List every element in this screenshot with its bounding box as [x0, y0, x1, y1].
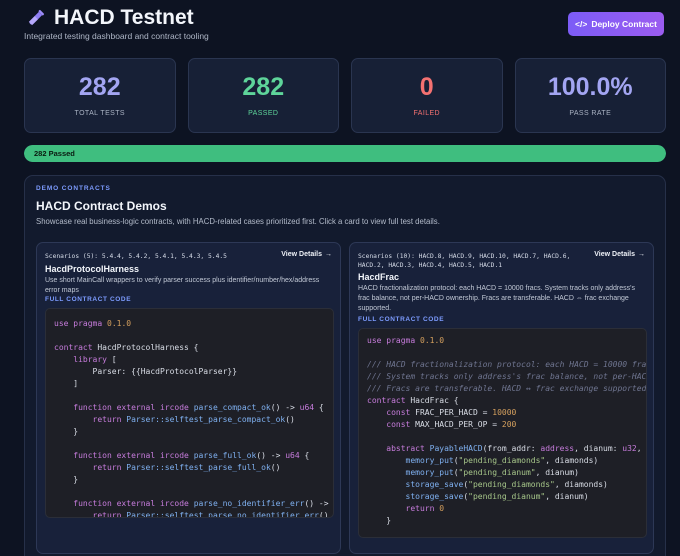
code-line: contract HacdProtocolHarness {: [54, 343, 199, 352]
card-title: HacdProtocolHarness: [45, 264, 140, 274]
code-comment: /// Fracs are transferable. HACD ↔ frac …: [367, 384, 647, 393]
pass-progress-bar: 282 Passed: [24, 145, 666, 162]
card-scenarios: Scenarios (5): 5.4.4, 5.4.2, 5.4.1, 5.4.…: [45, 253, 227, 260]
code-block: use pragma 0.1.0 contract HacdProtocolHa…: [45, 308, 334, 518]
contract-card-hacdprotocolharness[interactable]: Scenarios (5): 5.4.4, 5.4.2, 5.4.1, 5.4.…: [36, 242, 341, 554]
code-comment: /// HACD fractionalization protocol: eac…: [367, 360, 647, 369]
arrow-right-icon: →: [638, 251, 645, 258]
code-line: use pragma 0.1.0: [54, 319, 132, 328]
code-line: library [: [73, 355, 117, 364]
code-block: use pragma 0.1.0 /// HACD fractionalizat…: [358, 328, 647, 538]
deploy-contract-button[interactable]: </> Deploy Contract: [568, 12, 664, 36]
demo-contracts-section: DEMO CONTRACTS HACD Contract Demos Showc…: [24, 175, 666, 556]
code-line: return Parser::selftest_parse_compact_ok…: [92, 415, 295, 424]
code-line: }: [54, 427, 79, 436]
code-line: return Parser::selftest_parse_full_ok(): [92, 463, 281, 472]
page-subtitle: Integrated testing dashboard and contrac…: [24, 31, 209, 41]
code-line: contract HacdFrac {: [367, 396, 459, 405]
code-label: FULL CONTRACT CODE: [45, 296, 132, 303]
view-details-button[interactable]: View Details →: [281, 251, 332, 258]
card-description: HACD fractionalization protocol: each HA…: [358, 285, 635, 313]
stat-label: TOTAL TESTS: [74, 109, 125, 117]
code-line: use pragma 0.1.0: [367, 336, 445, 345]
arrow-right-icon: →: [325, 251, 332, 258]
code-line: function external ircode parse_compact_o…: [73, 403, 324, 412]
stat-value: 0: [419, 72, 434, 101]
code-line: const MAX_HACD_PER_OP = 200: [386, 420, 517, 429]
progress-label: 282 Passed: [34, 149, 75, 158]
stats-row: 282 TOTAL TESTS 282 PASSED 0 FAILED 100.…: [24, 58, 666, 133]
code-label: FULL CONTRACT CODE: [358, 316, 445, 323]
card-title: HacdFrac: [358, 272, 400, 282]
contract-card-hacdfrac[interactable]: Scenarios (10): HACD.8, HACD.9, HACD.10,…: [349, 242, 654, 554]
stat-value: 282: [242, 72, 285, 101]
section-eyebrow: DEMO CONTRACTS: [36, 185, 111, 192]
card-description: Use short MainCall wrappers to verify pa…: [45, 277, 320, 295]
code-line: function external ircode parse_no_identi…: [73, 499, 334, 508]
code-line: Parser: {{HacdProtocolParser}}: [54, 367, 238, 376]
stat-value: 282: [78, 72, 121, 101]
code-line: return Parser::selftest_parse_no_identif…: [92, 511, 329, 518]
stat-pass-rate: 100.0% PASS RATE: [514, 58, 666, 133]
view-details-label: View Details: [594, 251, 635, 258]
stat-passed: 282 PASSED: [187, 58, 339, 133]
stat-failed: 0 FAILED: [351, 58, 503, 133]
code-line: storage_save("pending_dianum", dianum): [405, 492, 589, 501]
code-line: abstract PayableHACD(from_addr: address,…: [386, 444, 642, 453]
code-line: }: [367, 516, 392, 525]
code-line: }: [54, 475, 79, 484]
code-line: memory_put("pending_diamonds", diamonds): [405, 456, 599, 465]
code-line: storage_save("pending_diamonds", diamond…: [405, 480, 608, 489]
test-tube-icon: [28, 9, 45, 26]
code-line: function external ircode parse_full_ok()…: [73, 451, 310, 460]
progress-fill: 282 Passed: [24, 145, 666, 162]
code-line: memory_put("pending_dianum", dianum): [405, 468, 579, 477]
stat-label: PASSED: [248, 109, 279, 117]
view-details-label: View Details: [281, 251, 322, 258]
stat-label: PASS RATE: [569, 109, 612, 117]
page-title: HACD Testnet: [54, 6, 194, 29]
header: HACD Testnet </> Deploy Contract: [24, 6, 664, 46]
code-line: const FRAC_PER_HACD = 10000: [386, 408, 517, 417]
card-scenarios: Scenarios (10): HACD.8, HACD.9, HACD.10,…: [358, 253, 571, 270]
section-description: Showcase real business-logic contracts, …: [36, 217, 440, 226]
section-title: HACD Contract Demos: [36, 199, 167, 213]
deploy-contract-label: Deploy Contract: [591, 19, 657, 29]
code-line: ]: [54, 379, 79, 388]
stat-total-tests: 282 TOTAL TESTS: [24, 58, 176, 133]
view-details-button[interactable]: View Details →: [594, 251, 645, 258]
code-line: return 0: [405, 504, 445, 513]
code-comment: /// System tracks only address's frac ba…: [367, 372, 647, 381]
code-icon: </>: [575, 19, 588, 29]
stat-value: 100.0%: [547, 72, 633, 101]
stat-label: FAILED: [413, 109, 441, 117]
